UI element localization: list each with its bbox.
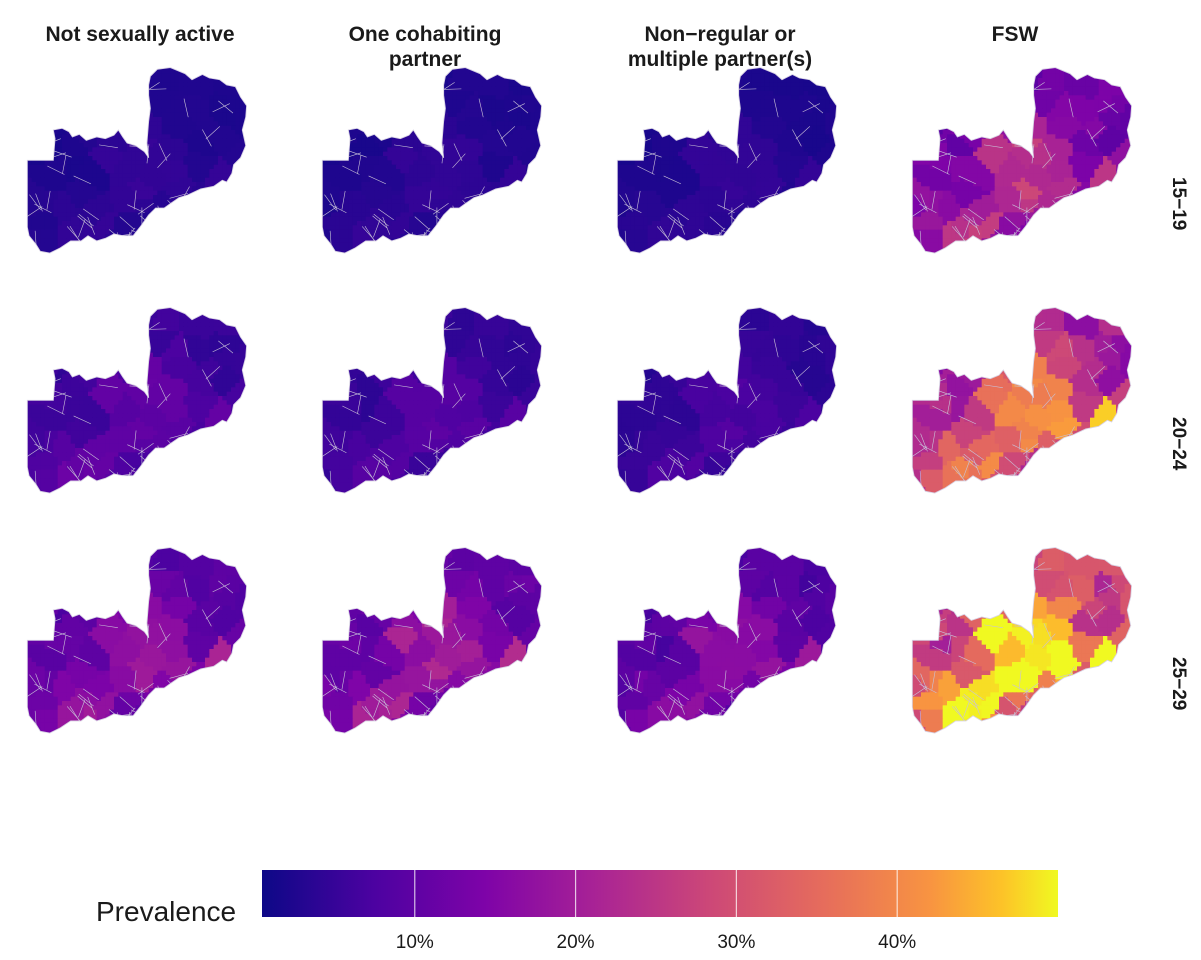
choropleth-map [616,307,838,494]
map-panel-col2-row2 [590,480,870,740]
row-label-15-19: 15−19 [1163,177,1193,230]
map-panel-col0-row2 [0,480,280,740]
choropleth-map [616,547,838,734]
legend-tick-label: 10% [375,932,455,954]
legend-tick-label: 40% [857,932,937,954]
map-panel-col1-row1 [295,240,575,500]
map-panel-col3-row1 [885,240,1165,500]
legend-title: Prevalence [96,896,236,928]
choropleth-map [321,547,543,734]
row-label-25-29: 25−29 [1163,657,1193,710]
map-panel-col1-row2 [295,480,575,740]
legend-gradient [262,870,1058,917]
map-panel-col2-row1 [590,240,870,500]
row-label-20-24: 20−24 [1163,417,1193,470]
choropleth-map [321,67,543,254]
map-panel-col1-row0 [295,0,575,260]
choropleth-map [911,307,1133,494]
map-panel-col0-row0 [0,0,280,260]
choropleth-map [321,307,543,494]
map-panel-col2-row0 [590,0,870,260]
choropleth-map [616,67,838,254]
choropleth-map [911,547,1133,734]
choropleth-map [26,67,248,254]
column-title-not-sexually-active: Not sexually active [0,22,280,47]
legend-tick-label: 20% [536,932,616,954]
column-title-one-cohabiting-partner: One cohabiting partner [285,22,565,72]
choropleth-map [26,307,248,494]
map-panel-col3-row2 [885,480,1165,740]
column-title-non-regular-multiple-partners: Non−regular or multiple partner(s) [580,22,860,72]
column-title-fsw: FSW [875,22,1155,47]
map-panel-col3-row0 [885,0,1165,260]
legend-colorbar [262,870,1058,917]
choropleth-map [911,67,1133,254]
map-panel-col0-row1 [0,240,280,500]
legend-tick-label: 30% [696,932,776,954]
choropleth-map [26,547,248,734]
